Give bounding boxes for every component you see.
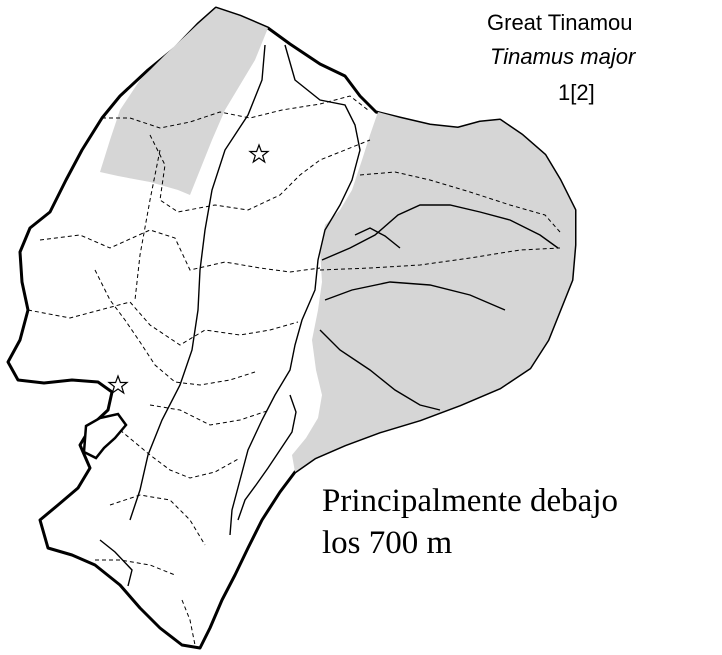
elevation-note-line-1: Principalmente debajo (322, 483, 618, 519)
locality-star-quito (248, 143, 270, 164)
rivers (99, 44, 559, 587)
locality-star-guayaquil (107, 374, 129, 395)
range-northwest (100, 8, 268, 195)
range-east-amazonia (292, 112, 575, 472)
species-common-name: Great Tinamou (487, 10, 633, 35)
elevation-note-line-2: los 700 m (322, 525, 453, 561)
gulf-of-guayaquil (82, 412, 128, 460)
province-boundaries (27, 95, 561, 646)
species-scientific-name: Tinamus major (490, 44, 636, 69)
species-reference-number: 1[2] (558, 80, 595, 105)
